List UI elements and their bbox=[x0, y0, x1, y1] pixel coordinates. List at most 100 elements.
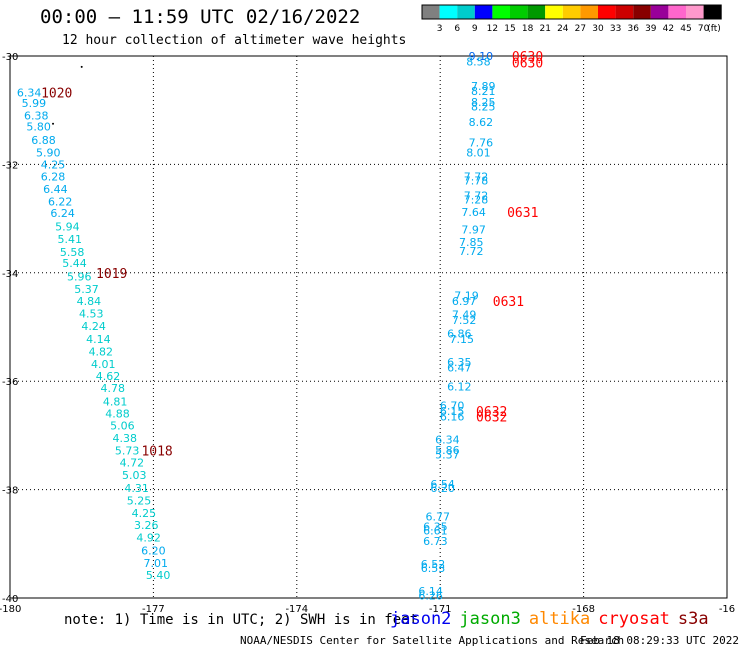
scale-swatch bbox=[510, 5, 528, 19]
point-marker bbox=[52, 122, 55, 125]
wave-height-label: 7.28 bbox=[464, 194, 489, 207]
wave-height-label: 5.06 bbox=[110, 420, 135, 433]
wave-height-label: 6.26 bbox=[418, 589, 443, 602]
wave-height-label: 7.85 bbox=[459, 236, 484, 249]
scale-swatch bbox=[703, 5, 722, 19]
wave-height-label: 6.54 bbox=[430, 478, 455, 491]
wave-height-label: 6.28 bbox=[41, 170, 66, 183]
wave-height-label: 6.20 bbox=[141, 544, 166, 557]
wave-height-label: 8.01 bbox=[466, 146, 491, 159]
wave-height-label: 5.37 bbox=[74, 283, 99, 296]
chart-marks: 6.345.996.385.806.885.904.256.286.446.22… bbox=[17, 50, 543, 602]
wave-height-label: 7.19 bbox=[454, 290, 479, 303]
chart-title: 00:00 – 11:59 UTC 02/16/2022 bbox=[40, 6, 361, 28]
wave-height-label: 4.92 bbox=[136, 531, 161, 544]
chart-subtitle: 12 hour collection of altimeter wave hei… bbox=[62, 33, 407, 48]
wave-height-label: 4.88 bbox=[105, 408, 130, 421]
scale-swatch bbox=[527, 5, 546, 19]
wave-height-label: 7.01 bbox=[144, 557, 169, 570]
satellite-legend-cryosat: cryosat bbox=[598, 609, 670, 629]
footer-note: note: 1) Time is in UTC; 2) SWH is in fe… bbox=[64, 612, 419, 628]
scale-swatch bbox=[615, 5, 634, 19]
scale-label: 3 bbox=[437, 24, 443, 34]
y-tick-label: -30 bbox=[2, 52, 18, 63]
time-label: 0631 bbox=[493, 295, 524, 310]
generated-timestamp: Feb 18 08:29:33 UTC 2022 bbox=[580, 634, 739, 647]
wave-height-label: 7.64 bbox=[461, 206, 486, 219]
scale-swatch bbox=[545, 5, 563, 19]
wave-height-label: 6.52 bbox=[421, 558, 446, 571]
wave-height-label: 7.49 bbox=[452, 309, 477, 322]
wave-height-label: 6.86 bbox=[447, 328, 472, 341]
time-label: 1020 bbox=[41, 86, 72, 101]
satellite-legend-altika: altika bbox=[528, 609, 591, 629]
wave-height-label: 8.25 bbox=[471, 100, 496, 113]
chart-axes: -180 -177 -174 -171 -168 -16 -30 -32 -34 -36 -38 -4… bbox=[0, 52, 735, 615]
wave-height-label: 5.90 bbox=[36, 146, 61, 159]
wave-height-label: 6.88 bbox=[31, 134, 56, 147]
scale-swatch bbox=[633, 5, 651, 19]
wave-height-label: 7.15 bbox=[449, 333, 474, 346]
scale-swatch bbox=[492, 5, 510, 19]
time-label: 1019 bbox=[96, 267, 127, 282]
scale-label: 45 bbox=[680, 24, 691, 34]
wave-height-label: 6.61 bbox=[423, 524, 448, 537]
wave-height-label: 6.14 bbox=[418, 585, 443, 598]
point-marker bbox=[80, 65, 83, 68]
plot-frame bbox=[9, 55, 728, 599]
wave-height-label: 4.31 bbox=[124, 482, 149, 495]
wave-height-label: 4.78 bbox=[101, 382, 126, 395]
satellite-legend-jason2: jason2 bbox=[390, 609, 452, 629]
wave-height-label: 6.73 bbox=[423, 535, 448, 548]
scale-label: 36 bbox=[627, 24, 639, 34]
wave-height-label: 4.14 bbox=[86, 333, 111, 346]
scale-label: 33 bbox=[610, 24, 621, 34]
x-tick-label: -168 bbox=[572, 604, 595, 615]
wave-height-label: 6.47 bbox=[447, 362, 472, 375]
time-label: 0630 bbox=[512, 50, 543, 65]
x-tick-label: -171 bbox=[429, 604, 452, 615]
wave-height-label: 5.03 bbox=[122, 469, 147, 482]
time-label: 0631 bbox=[507, 206, 538, 221]
wave-height-label: 5.41 bbox=[58, 233, 83, 246]
scale-swatch bbox=[422, 5, 440, 19]
wave-height-label: 6.22 bbox=[48, 195, 73, 208]
wave-height-label: 4.25 bbox=[132, 507, 157, 520]
wave-height-label: 6.44 bbox=[43, 183, 68, 196]
wave-height-label: 6.16 bbox=[440, 410, 465, 423]
wave-height-label: 4.72 bbox=[120, 457, 145, 470]
wave-height-label: 5.80 bbox=[26, 120, 51, 133]
scale-label: 39 bbox=[645, 24, 657, 34]
x-tick-label: -177 bbox=[142, 604, 165, 615]
wave-height-label: 6.34 bbox=[17, 86, 42, 99]
wave-height-label: 6.53 bbox=[421, 562, 446, 575]
y-tick-label: -40 bbox=[2, 594, 18, 605]
wave-height-label: 6.24 bbox=[50, 207, 75, 220]
scale-label: 24 bbox=[557, 24, 569, 34]
wave-height-label: 7.76 bbox=[469, 137, 494, 150]
wave-height-label: 5.99 bbox=[22, 97, 47, 110]
chart-grid bbox=[10, 56, 727, 598]
wave-height-label: 4.38 bbox=[112, 432, 137, 445]
scale-label: 21 bbox=[539, 24, 550, 34]
y-tick-label: -34 bbox=[2, 269, 18, 280]
y-tick-label: -36 bbox=[2, 377, 18, 388]
wave-height-label: 4.81 bbox=[103, 395, 128, 408]
wave-height-label: 8.25 bbox=[471, 96, 496, 109]
wave-height-label: 5.37 bbox=[435, 448, 460, 461]
wave-height-label: 5.40 bbox=[146, 569, 171, 582]
scale-swatch bbox=[650, 5, 669, 19]
scale-label: 27 bbox=[575, 24, 586, 34]
wave-height-label: 8.21 bbox=[471, 85, 496, 98]
scale-swatch bbox=[457, 5, 475, 19]
scale-unit: (ft) bbox=[707, 24, 721, 34]
y-tick-label: -38 bbox=[2, 486, 18, 497]
wave-height-label: 3.26 bbox=[134, 519, 159, 532]
wave-height-label: 6.70 bbox=[440, 400, 465, 413]
time-label: 0630 bbox=[512, 57, 543, 72]
scale-swatch bbox=[439, 5, 458, 19]
wave-height-label: 6.97 bbox=[452, 295, 477, 308]
scale-label: 30 bbox=[592, 24, 604, 34]
wave-height-label: 6.35 bbox=[447, 356, 472, 369]
